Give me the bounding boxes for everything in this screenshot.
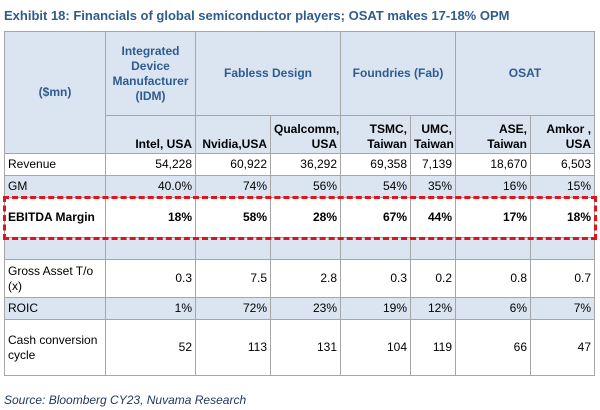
company-header: TSMC, Taiwan (340, 115, 411, 154)
empty-cell (409, 237, 457, 260)
unit-cell: ($mn) (4, 31, 106, 154)
spacer-row (4, 237, 596, 260)
row-label: EBITDA Margin (4, 197, 106, 238)
value-cell: 69,358 (340, 153, 411, 176)
data-row: Cash conversion cycle 52 113 131 104 119 66 47 (4, 319, 596, 376)
data-row: ROIC 1% 72% 23% 19% 12% 6% 7% (4, 297, 596, 320)
highlight-box (2, 195, 597, 240)
value-cell: 66 (455, 319, 532, 376)
value-cell: 19% (340, 297, 411, 320)
value-cell: 23% (270, 297, 341, 320)
value-cell: 40.0% (105, 175, 196, 198)
data-row: GM 40.0% 74% 56% 54% 35% 16% 15% (4, 175, 596, 198)
header-row: ($mn) Integrated Device Manufacturer (IDM… (4, 31, 596, 154)
value-cell: 6% (455, 297, 532, 320)
value-cell: 60,922 (195, 153, 271, 176)
group-header: OSAT (455, 31, 596, 116)
empty-cell (455, 237, 532, 260)
group-header: Integrated Device Manufacturer (IDM) (105, 31, 196, 116)
value-cell: 7.5 (195, 259, 271, 298)
row-label: Gross Asset T/o (x) (4, 259, 106, 298)
exhibit-title: Exhibit 18: Financials of global semicon… (4, 8, 510, 23)
company-header: UMC, Taiwan (409, 115, 457, 154)
row-label: ROIC (4, 297, 106, 320)
row-label: Cash conversion cycle (4, 319, 106, 376)
value-cell: 35% (409, 175, 457, 198)
value-cell: 6,503 (530, 153, 596, 176)
company-header: Amkor , USA (530, 115, 596, 154)
company-header: Nvidia,USA (195, 115, 271, 154)
value-cell: 131 (270, 319, 341, 376)
data-row: EBITDA Margin 18% 58% 28% 67% 44% 17% 18% (4, 197, 596, 238)
data-row: Gross Asset T/o (x) 0.3 7.5 2.8 0.3 0.2 0.8 0.7 (4, 259, 596, 298)
value-cell: 119 (409, 319, 457, 376)
value-cell: 28% (270, 197, 341, 238)
value-cell: 56% (270, 175, 341, 198)
value-cell: 15% (530, 175, 596, 198)
value-cell: 72% (195, 297, 271, 320)
source-note: Source: Bloomberg CY23, Nuvama Research (4, 393, 247, 407)
company-header: Intel, USA (105, 115, 196, 154)
value-cell: 0.8 (455, 259, 532, 298)
value-cell: 36,292 (270, 153, 341, 176)
empty-cell (105, 237, 196, 260)
value-cell: 74% (195, 175, 271, 198)
subheader-row: Intel, USA Nvidia,USA Qualcomm, USA TSMC, T… (5, 115, 596, 154)
value-cell: 7% (530, 297, 596, 320)
value-cell: 0.3 (340, 259, 411, 298)
value-cell: 44% (409, 197, 457, 238)
empty-cell (4, 237, 106, 260)
value-cell: 47 (530, 319, 596, 376)
value-cell: 18% (530, 197, 596, 238)
value-cell: 0.3 (105, 259, 196, 298)
value-cell: 1% (105, 297, 196, 320)
empty-cell (270, 237, 341, 260)
value-cell: 54% (340, 175, 411, 198)
value-cell: 54,228 (105, 153, 196, 176)
financials-table: ($mn) Integrated Device Manufacturer (IDM… (4, 31, 596, 376)
data-row: Revenue 54,228 60,922 36,292 69,358 7,139 18,6… (4, 153, 596, 176)
value-cell: 2.8 (270, 259, 341, 298)
company-header: ASE, Taiwan (455, 115, 532, 154)
value-cell: 52 (105, 319, 196, 376)
value-cell: 7,139 (409, 153, 457, 176)
value-cell: 0.2 (409, 259, 457, 298)
value-cell: 113 (195, 319, 271, 376)
empty-cell (340, 237, 411, 260)
value-cell: 18,670 (455, 153, 532, 176)
group-header: Foundries (Fab) (339, 31, 457, 116)
empty-cell (195, 237, 271, 260)
value-cell: 16% (455, 175, 532, 198)
value-cell: 12% (409, 297, 457, 320)
row-label: Revenue (4, 153, 106, 176)
empty-cell (530, 237, 596, 260)
value-cell: 104 (340, 319, 411, 376)
row-label: GM (4, 175, 106, 198)
group-header: Fabless Design (195, 31, 341, 116)
company-header: Qualcomm, USA (270, 115, 341, 154)
value-cell: 0.7 (530, 259, 596, 298)
